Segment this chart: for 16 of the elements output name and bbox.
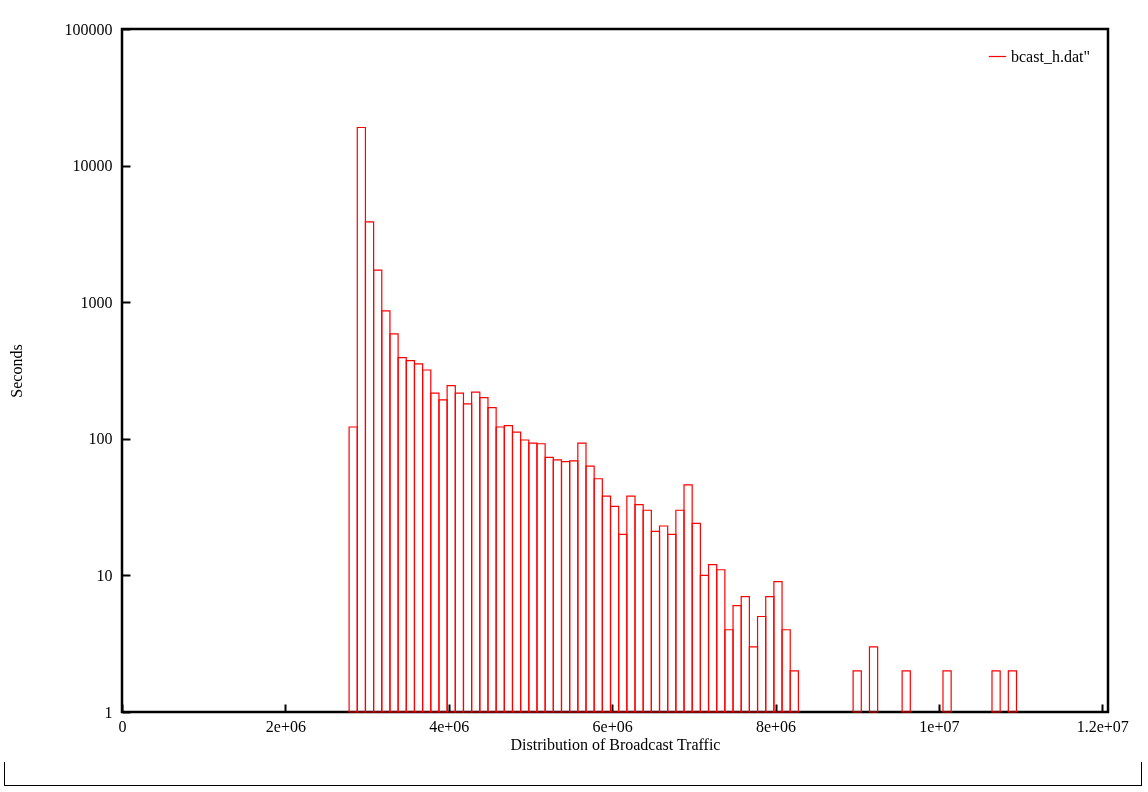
x-tick-label: 4e+06 bbox=[429, 717, 470, 735]
y-tick-label: 1000 bbox=[80, 293, 113, 311]
x-tick-label: 6e+06 bbox=[592, 717, 633, 735]
x-tick-label: 8e+06 bbox=[755, 717, 797, 735]
x-axis-title: Distribution of Broadcast Traffic bbox=[510, 735, 721, 753]
x-tick-label: 2e+06 bbox=[265, 717, 306, 735]
y-tick-label: 1 bbox=[104, 703, 113, 721]
x-tick-label: 1.2e+07 bbox=[1076, 717, 1129, 735]
x-tick-label: 1e+07 bbox=[919, 717, 960, 735]
legend-label: bcast_h.dat" bbox=[1011, 47, 1090, 65]
y-tick-label: 100 bbox=[88, 430, 113, 448]
y-tick-label: 10 bbox=[96, 566, 113, 584]
y-axis-title: Seconds bbox=[7, 344, 25, 398]
y-tick-label: 10000 bbox=[72, 157, 113, 175]
y-tick-label: 100000 bbox=[64, 20, 113, 38]
x-tick-label: 0 bbox=[118, 717, 127, 735]
